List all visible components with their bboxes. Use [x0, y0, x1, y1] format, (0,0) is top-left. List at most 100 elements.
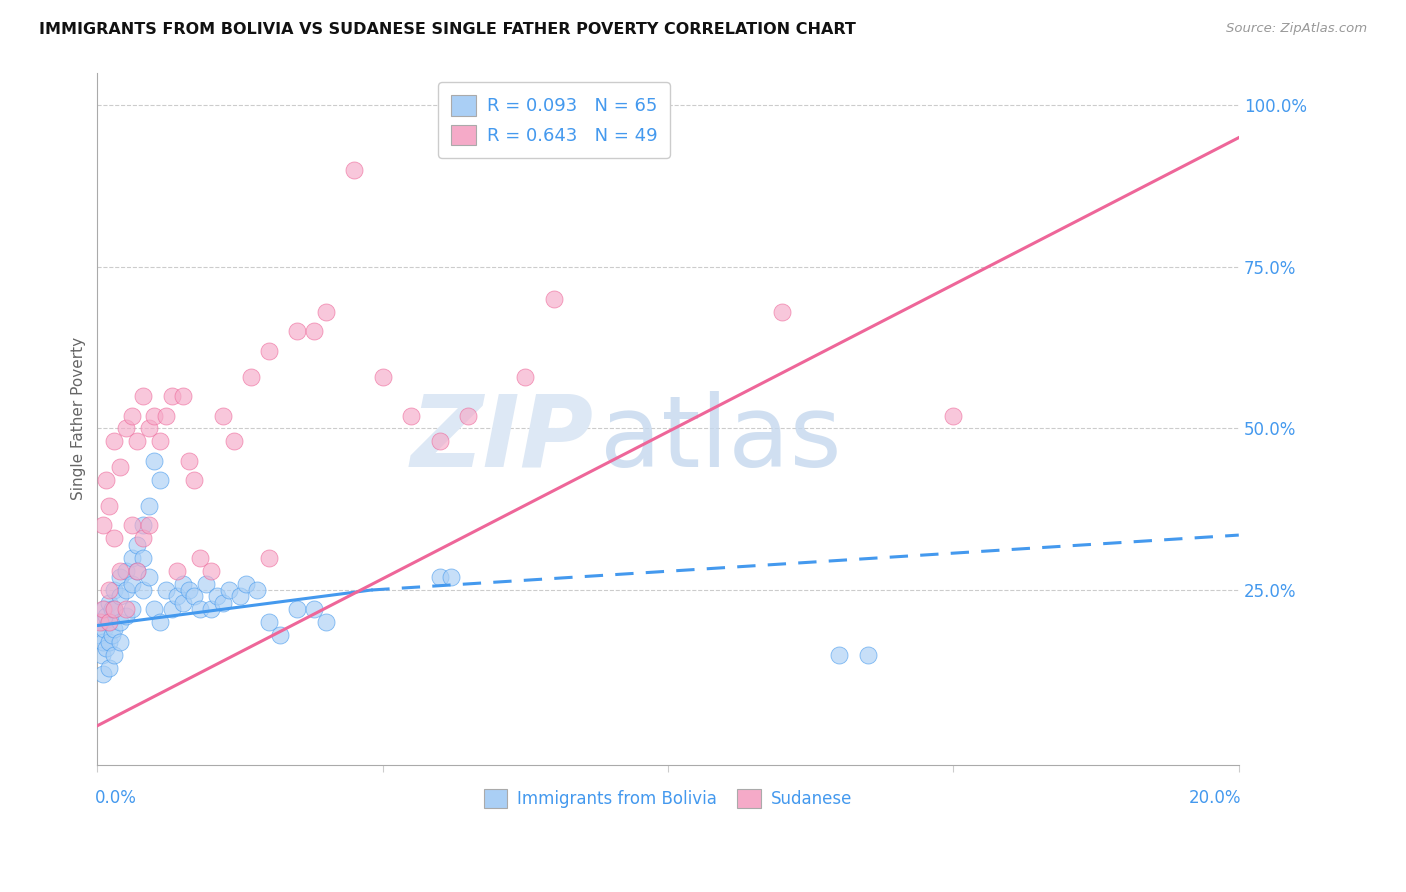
Point [94, 608, 117, 623]
Point [212, 409, 235, 423]
Point [100, 628, 122, 642]
Point [91, 602, 114, 616]
Point [285, 325, 308, 339]
Point [97, 596, 120, 610]
Point [121, 602, 143, 616]
Point [132, 582, 155, 597]
Point [155, 582, 177, 597]
Point [103, 434, 125, 449]
Point [177, 582, 200, 597]
Point [138, 421, 160, 435]
Legend: Immigrants from Bolivia, Sudanese: Immigrants from Bolivia, Sudanese [478, 782, 859, 815]
Point [103, 602, 125, 616]
Point [91, 634, 114, 648]
Point [515, 369, 537, 384]
Point [200, 602, 222, 616]
Point [257, 550, 280, 565]
Point [90, 648, 112, 662]
Point [149, 434, 172, 449]
Point [138, 570, 160, 584]
Point [457, 409, 479, 423]
Point [224, 434, 246, 449]
Point [257, 615, 280, 630]
Point [115, 421, 138, 435]
Point [108, 615, 131, 630]
Text: atlas: atlas [599, 391, 841, 488]
Point [246, 582, 269, 597]
Point [121, 576, 143, 591]
Point [121, 550, 143, 565]
Point [440, 570, 463, 584]
Point [143, 454, 166, 468]
Point [93, 622, 115, 636]
Point [127, 564, 149, 578]
Point [212, 596, 235, 610]
Point [183, 473, 205, 487]
Point [97, 582, 120, 597]
Point [166, 590, 188, 604]
Point [138, 499, 160, 513]
Point [205, 590, 228, 604]
Point [97, 660, 120, 674]
Point [94, 641, 117, 656]
Point [942, 409, 965, 423]
Point [89, 628, 111, 642]
Point [127, 538, 149, 552]
Point [108, 564, 131, 578]
Point [108, 570, 131, 584]
Point [302, 602, 325, 616]
Point [103, 582, 125, 597]
Point [160, 602, 183, 616]
Point [371, 369, 394, 384]
Point [132, 550, 155, 565]
Point [149, 473, 172, 487]
Point [127, 434, 149, 449]
Point [183, 590, 205, 604]
Point [97, 499, 120, 513]
Text: 0.0%: 0.0% [96, 789, 136, 806]
Point [172, 389, 194, 403]
Y-axis label: Single Father Poverty: Single Father Poverty [72, 337, 86, 500]
Point [91, 615, 114, 630]
Point [103, 531, 125, 545]
Point [115, 564, 138, 578]
Point [429, 434, 451, 449]
Point [172, 596, 194, 610]
Point [97, 615, 120, 630]
Point [543, 292, 565, 306]
Point [240, 369, 263, 384]
Point [172, 576, 194, 591]
Text: 20.0%: 20.0% [1188, 789, 1241, 806]
Point [100, 602, 122, 616]
Point [89, 615, 111, 630]
Point [91, 518, 114, 533]
Point [770, 305, 793, 319]
Point [269, 628, 291, 642]
Text: Source: ZipAtlas.com: Source: ZipAtlas.com [1226, 22, 1367, 36]
Point [127, 564, 149, 578]
Point [155, 409, 177, 423]
Point [108, 634, 131, 648]
Point [828, 648, 851, 662]
Point [138, 518, 160, 533]
Point [429, 570, 451, 584]
Point [97, 634, 120, 648]
Point [115, 602, 138, 616]
Point [93, 602, 115, 616]
Point [229, 590, 252, 604]
Point [177, 454, 200, 468]
Point [194, 576, 217, 591]
Point [257, 343, 280, 358]
Point [315, 615, 337, 630]
Point [132, 518, 155, 533]
Point [200, 564, 222, 578]
Point [149, 615, 172, 630]
Point [160, 389, 183, 403]
Point [188, 550, 211, 565]
Point [121, 518, 143, 533]
Point [91, 667, 114, 681]
Point [235, 576, 257, 591]
Point [315, 305, 337, 319]
Point [103, 622, 125, 636]
Point [399, 409, 422, 423]
